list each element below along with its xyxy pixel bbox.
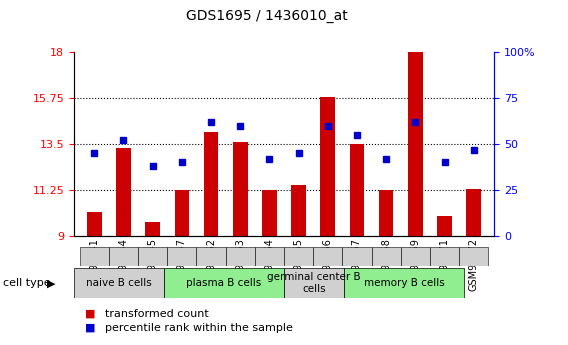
Text: plasma B cells: plasma B cells <box>186 278 262 288</box>
Bar <box>74 268 164 298</box>
Bar <box>225 247 255 266</box>
Text: naive B cells: naive B cells <box>86 278 152 288</box>
Bar <box>164 268 284 298</box>
Text: germinal center B
cells: germinal center B cells <box>267 273 361 294</box>
Bar <box>80 247 109 266</box>
Bar <box>313 247 343 266</box>
Bar <box>291 185 306 236</box>
Bar <box>459 247 488 266</box>
Bar <box>284 268 344 298</box>
Text: transformed count: transformed count <box>105 309 209 319</box>
Text: ▶: ▶ <box>47 278 56 288</box>
Bar <box>87 212 102 236</box>
Bar <box>233 142 248 236</box>
Text: ■: ■ <box>85 309 95 319</box>
Bar <box>437 216 452 236</box>
Bar <box>138 247 167 266</box>
Text: cell type: cell type <box>3 278 51 288</box>
Bar <box>255 247 284 266</box>
Text: ■: ■ <box>85 323 95 333</box>
Bar <box>109 247 138 266</box>
Text: memory B cells: memory B cells <box>364 278 445 288</box>
Bar <box>204 132 218 236</box>
Bar <box>145 222 160 236</box>
Bar <box>430 247 459 266</box>
Bar <box>320 97 335 236</box>
Bar <box>116 148 131 236</box>
Bar <box>350 144 364 236</box>
Bar <box>167 247 197 266</box>
Bar <box>174 190 189 236</box>
Bar <box>262 190 277 236</box>
Text: GDS1695 / 1436010_at: GDS1695 / 1436010_at <box>186 9 348 23</box>
Bar <box>379 190 394 236</box>
Bar <box>343 247 371 266</box>
Bar <box>401 247 430 266</box>
Bar <box>466 189 481 236</box>
Bar <box>408 52 423 236</box>
Bar <box>284 247 313 266</box>
Bar <box>344 268 464 298</box>
Bar <box>197 247 225 266</box>
Text: percentile rank within the sample: percentile rank within the sample <box>105 323 293 333</box>
Bar <box>371 247 401 266</box>
